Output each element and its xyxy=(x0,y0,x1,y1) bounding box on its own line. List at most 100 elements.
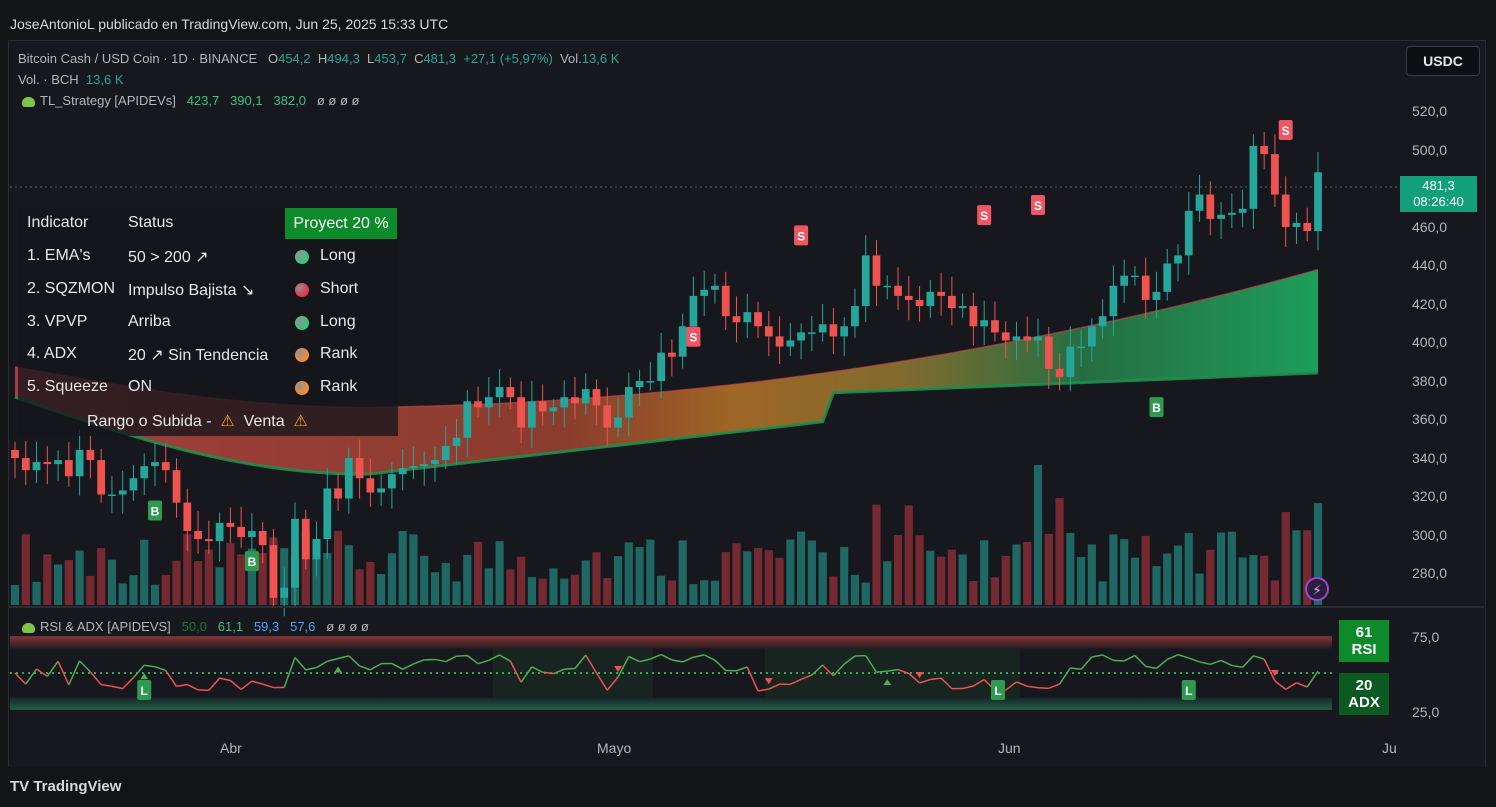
rsi-line-segment xyxy=(1145,665,1157,670)
candle xyxy=(1281,176,1290,247)
rsi-line-segment xyxy=(595,672,608,691)
candle xyxy=(32,441,41,483)
volume-bar xyxy=(377,573,386,605)
rsi-line-segment xyxy=(822,664,834,677)
rsi-line-segment xyxy=(111,685,123,690)
rsi-line-segment xyxy=(176,683,188,688)
volume-bar xyxy=(1303,530,1312,605)
candle xyxy=(678,313,687,369)
volume-legend[interactable]: Vol. · BCH 13,6 K xyxy=(18,72,124,87)
rsi-line-segment xyxy=(456,654,468,657)
volume-bar xyxy=(872,504,881,605)
candle xyxy=(366,458,375,507)
candle xyxy=(1163,248,1172,301)
rsi-line-segment xyxy=(219,677,231,682)
volume-bar xyxy=(1173,545,1183,605)
volume-bar xyxy=(1130,557,1140,605)
rsi-line-segment xyxy=(46,660,59,677)
tradingview-logo[interactable]: TV TradingView xyxy=(10,778,121,795)
candle xyxy=(840,317,849,357)
volume-bar xyxy=(1120,539,1129,605)
high-value: 494,3 xyxy=(327,51,360,66)
volume-bar xyxy=(452,581,461,605)
pane-separator[interactable] xyxy=(9,606,1484,608)
volume-bar xyxy=(344,545,353,605)
signal-dot-icon xyxy=(295,381,309,396)
candle xyxy=(1131,266,1139,286)
volume-bar xyxy=(958,554,967,605)
rsi-value-3: 59,3 xyxy=(253,619,280,634)
tradingview-brand-text: TradingView xyxy=(33,778,122,795)
rsi-line-segment xyxy=(1177,653,1190,659)
indicator-name: 2. SQZMON xyxy=(27,279,116,297)
time-axis-label: Ju xyxy=(1382,740,1397,756)
rsi-line-segment xyxy=(262,683,274,689)
rsi-line-segment xyxy=(434,658,446,663)
rsi-line-segment xyxy=(746,666,759,692)
candle xyxy=(786,323,795,356)
rsi-line-segment xyxy=(1080,656,1093,670)
rsi-line-segment xyxy=(327,657,339,663)
volume-bar xyxy=(947,549,956,605)
rsi-line-segment xyxy=(1134,654,1147,667)
rsi-line-segment xyxy=(294,656,307,671)
rsi-line-segment xyxy=(186,683,199,691)
candle xyxy=(1292,212,1301,244)
rsi-box-value: 61 xyxy=(1355,624,1373,641)
currency-button[interactable]: USDC xyxy=(1406,46,1480,76)
volume-bar xyxy=(1313,503,1323,605)
volume-bar xyxy=(10,585,20,605)
candle xyxy=(1227,193,1236,228)
candle xyxy=(1141,257,1150,320)
rsi-line-segment xyxy=(369,662,382,671)
volume-bar xyxy=(53,564,63,605)
candle xyxy=(549,399,558,425)
volume-legend-value: 13,6 K xyxy=(85,72,124,87)
volume-bars xyxy=(10,465,1323,605)
rsi-line-segment xyxy=(251,680,263,685)
footer-left-text: Rango o Subida - xyxy=(87,413,212,430)
rsi-value-1: 50,0 xyxy=(181,619,207,634)
candles xyxy=(11,131,1322,617)
rsi-line-segment xyxy=(509,660,522,683)
candle xyxy=(581,373,590,415)
volume-bar xyxy=(613,556,623,605)
candle xyxy=(700,270,709,317)
svg-text:L: L xyxy=(994,684,1001,698)
rsi-line-segment xyxy=(1166,653,1179,661)
svg-text:S: S xyxy=(980,209,988,223)
volume-bar xyxy=(107,559,117,605)
candle xyxy=(204,520,213,555)
candle xyxy=(754,301,762,338)
alert-lightning-icon[interactable]: ⚡ xyxy=(1305,577,1329,601)
rsi-legend-name: RSI & ADX [APIDEVS] xyxy=(40,619,171,634)
volume-bar xyxy=(420,555,429,605)
rsi-line-segment xyxy=(1263,658,1276,682)
candle xyxy=(872,240,881,306)
rsi-line-segment xyxy=(1048,683,1060,690)
candle xyxy=(431,446,439,482)
last-price-tag: 481,3 08:26:40 xyxy=(1400,176,1477,212)
rsi-legend[interactable]: RSI & ADX [APIDEVS] 50,0 61,1 59,3 57,6 … xyxy=(22,619,369,634)
svg-text:B: B xyxy=(248,555,257,569)
rsi-line-segment xyxy=(445,655,457,663)
indicator-name: 5. Squeeze xyxy=(27,378,108,396)
svg-text:S: S xyxy=(797,229,805,243)
candle xyxy=(657,332,665,399)
rsi-line-segment xyxy=(865,655,878,673)
rsi-line-segment xyxy=(693,654,705,658)
candle xyxy=(646,362,655,391)
candle xyxy=(1120,259,1129,303)
candle xyxy=(1249,134,1258,230)
candle xyxy=(86,435,95,479)
open-value: 454,2 xyxy=(278,51,311,66)
strategy-legend[interactable]: TL_Strategy [APIDEVs] 423,7 390,1 382,0 … xyxy=(22,93,359,108)
rsi-line-segment xyxy=(402,663,414,670)
volume-bar xyxy=(1195,573,1204,605)
volume-bar xyxy=(32,581,41,605)
candle xyxy=(323,468,332,559)
svg-text:B: B xyxy=(1152,401,1161,415)
rsi-down-marker xyxy=(764,678,773,685)
svg-text:S: S xyxy=(689,331,697,345)
rsi-line-segment xyxy=(650,653,662,660)
